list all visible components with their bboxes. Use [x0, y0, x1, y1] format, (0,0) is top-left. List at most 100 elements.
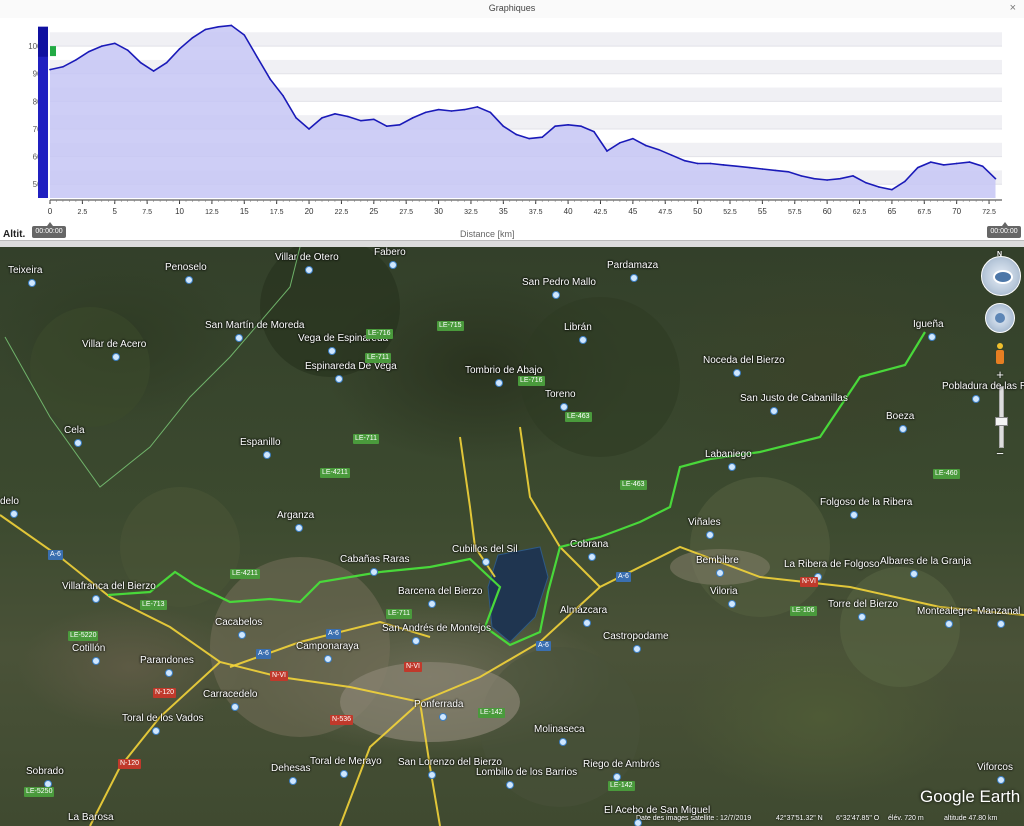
place-marker-icon[interactable]	[92, 595, 100, 603]
x-tick-label: 72.5	[982, 209, 996, 216]
place-marker-icon[interactable]	[74, 439, 82, 447]
terrain-patch	[480, 647, 640, 807]
place-label: Pardamaza	[607, 260, 659, 271]
end-time-handle[interactable]: 00:00:00	[987, 222, 1021, 238]
place-marker-icon[interactable]	[323, 655, 332, 663]
place-marker-icon[interactable]	[428, 771, 436, 779]
place-marker-icon[interactable]	[165, 669, 173, 677]
place-marker-icon[interactable]	[439, 713, 447, 721]
place-marker-icon[interactable]	[262, 451, 271, 459]
place-marker-icon[interactable]	[898, 425, 907, 433]
place-marker-icon[interactable]	[506, 781, 514, 789]
start-time-handle[interactable]: 00:00:00	[32, 222, 66, 238]
zoom-in-button[interactable]: +	[996, 367, 1004, 382]
place-marker-icon[interactable]	[305, 266, 313, 274]
place-marker-icon[interactable]	[858, 613, 866, 621]
place-label: Montealegre	[917, 606, 973, 617]
look-around-control[interactable]	[981, 256, 1021, 296]
elevation-point	[891, 188, 893, 191]
place-marker-icon[interactable]	[328, 347, 336, 355]
elevation-point	[968, 161, 971, 163]
place-marker-icon[interactable]	[770, 407, 778, 415]
place-marker-icon[interactable]	[587, 553, 596, 561]
place-marker-icon[interactable]	[997, 776, 1005, 784]
place-marker-icon[interactable]	[112, 353, 120, 361]
elevation-chart[interactable]: 500600700800900100002.557.51012.51517.52…	[0, 18, 1024, 240]
place-marker-icon[interactable]	[727, 463, 736, 471]
place-label: Parandones	[140, 655, 194, 666]
start-marker	[50, 46, 56, 57]
place-marker-icon[interactable]	[152, 727, 160, 735]
elevation-line	[49, 24, 997, 191]
road-shield: LE-106	[790, 606, 817, 616]
place-marker-icon[interactable]	[727, 600, 736, 608]
place-label: Molinaseca	[534, 724, 585, 735]
place-marker-icon[interactable]	[910, 570, 918, 578]
x-tick-label: 17.5	[270, 209, 284, 216]
place-label: Bembibre	[696, 555, 739, 566]
place-marker-icon[interactable]	[370, 568, 378, 576]
elevation-point	[683, 159, 686, 162]
place-marker-icon[interactable]	[613, 773, 621, 781]
place-marker-icon[interactable]	[582, 619, 591, 627]
place-marker-icon[interactable]	[10, 510, 18, 518]
place-label: Penoselo	[165, 262, 207, 273]
place-marker-icon[interactable]	[412, 637, 420, 645]
place-marker-icon[interactable]	[705, 531, 714, 539]
place-marker-icon[interactable]	[92, 657, 100, 665]
road-shield: LE-142	[608, 781, 635, 791]
place-marker-icon[interactable]	[633, 645, 641, 653]
place-marker-icon[interactable]	[340, 770, 348, 778]
place-marker-icon[interactable]	[733, 369, 741, 377]
zoom-slider-knob[interactable]	[995, 417, 1008, 426]
road-shield: N-VI	[270, 671, 288, 681]
place-marker-icon[interactable]	[428, 600, 436, 608]
place-marker-icon[interactable]	[997, 620, 1005, 628]
elevation-point	[347, 115, 349, 118]
elevation-point	[230, 24, 233, 27]
close-icon[interactable]: ×	[1009, 2, 1016, 14]
road-shield: LE-460	[933, 469, 960, 479]
place-label: San Andrés de Montejos	[382, 623, 491, 634]
place-label: Torre del Bierzo	[828, 599, 899, 610]
window-title: Graphiques	[488, 3, 536, 13]
place-marker-icon[interactable]	[944, 620, 953, 628]
place-marker-icon[interactable]	[716, 569, 724, 577]
place-marker-icon[interactable]	[560, 403, 568, 411]
pan-control[interactable]	[985, 303, 1015, 333]
place-label: Fabero	[374, 247, 406, 258]
place-marker-icon[interactable]	[230, 703, 239, 711]
x-tick-label: 60	[823, 207, 832, 216]
elevation-point	[502, 125, 505, 127]
place-marker-icon[interactable]	[629, 274, 638, 282]
place-marker-icon[interactable]	[389, 261, 397, 269]
place-marker-icon[interactable]	[552, 291, 560, 299]
elevation-point	[567, 124, 569, 126]
place-marker-icon[interactable]	[559, 738, 567, 746]
place-marker-icon[interactable]	[288, 777, 297, 785]
zoom-out-button[interactable]: −	[996, 446, 1004, 461]
place-marker-icon[interactable]	[335, 375, 343, 383]
place-label: Noceda del Bierzo	[703, 355, 785, 366]
road-shield: LE-463	[565, 412, 592, 422]
elevation-point	[165, 61, 168, 64]
place-marker-icon[interactable]	[185, 276, 193, 284]
place-marker-icon[interactable]	[237, 631, 246, 639]
elevation-graph[interactable]: 500600700800900100002.557.51012.51517.52…	[0, 18, 1024, 240]
satellite-map[interactable]: N + − Google Earth Date des images satel…	[0, 247, 1024, 826]
place-marker-icon[interactable]	[28, 279, 36, 287]
place-marker-icon[interactable]	[235, 334, 243, 342]
place-marker-icon[interactable]	[928, 333, 936, 341]
place-marker-icon[interactable]	[972, 395, 980, 403]
place-marker-icon[interactable]	[634, 819, 642, 826]
elevation-point	[295, 117, 297, 119]
place-label: Espinareda De Vega	[305, 361, 397, 372]
place-marker-icon[interactable]	[294, 524, 303, 532]
place-marker-icon[interactable]	[495, 379, 503, 387]
place-marker-icon[interactable]	[850, 511, 858, 519]
place-marker-icon[interactable]	[579, 336, 587, 344]
elevation-point	[321, 117, 323, 119]
elevation-point	[178, 48, 181, 50]
street-view-person-icon[interactable]	[995, 343, 1005, 365]
place-marker-icon[interactable]	[482, 558, 490, 566]
